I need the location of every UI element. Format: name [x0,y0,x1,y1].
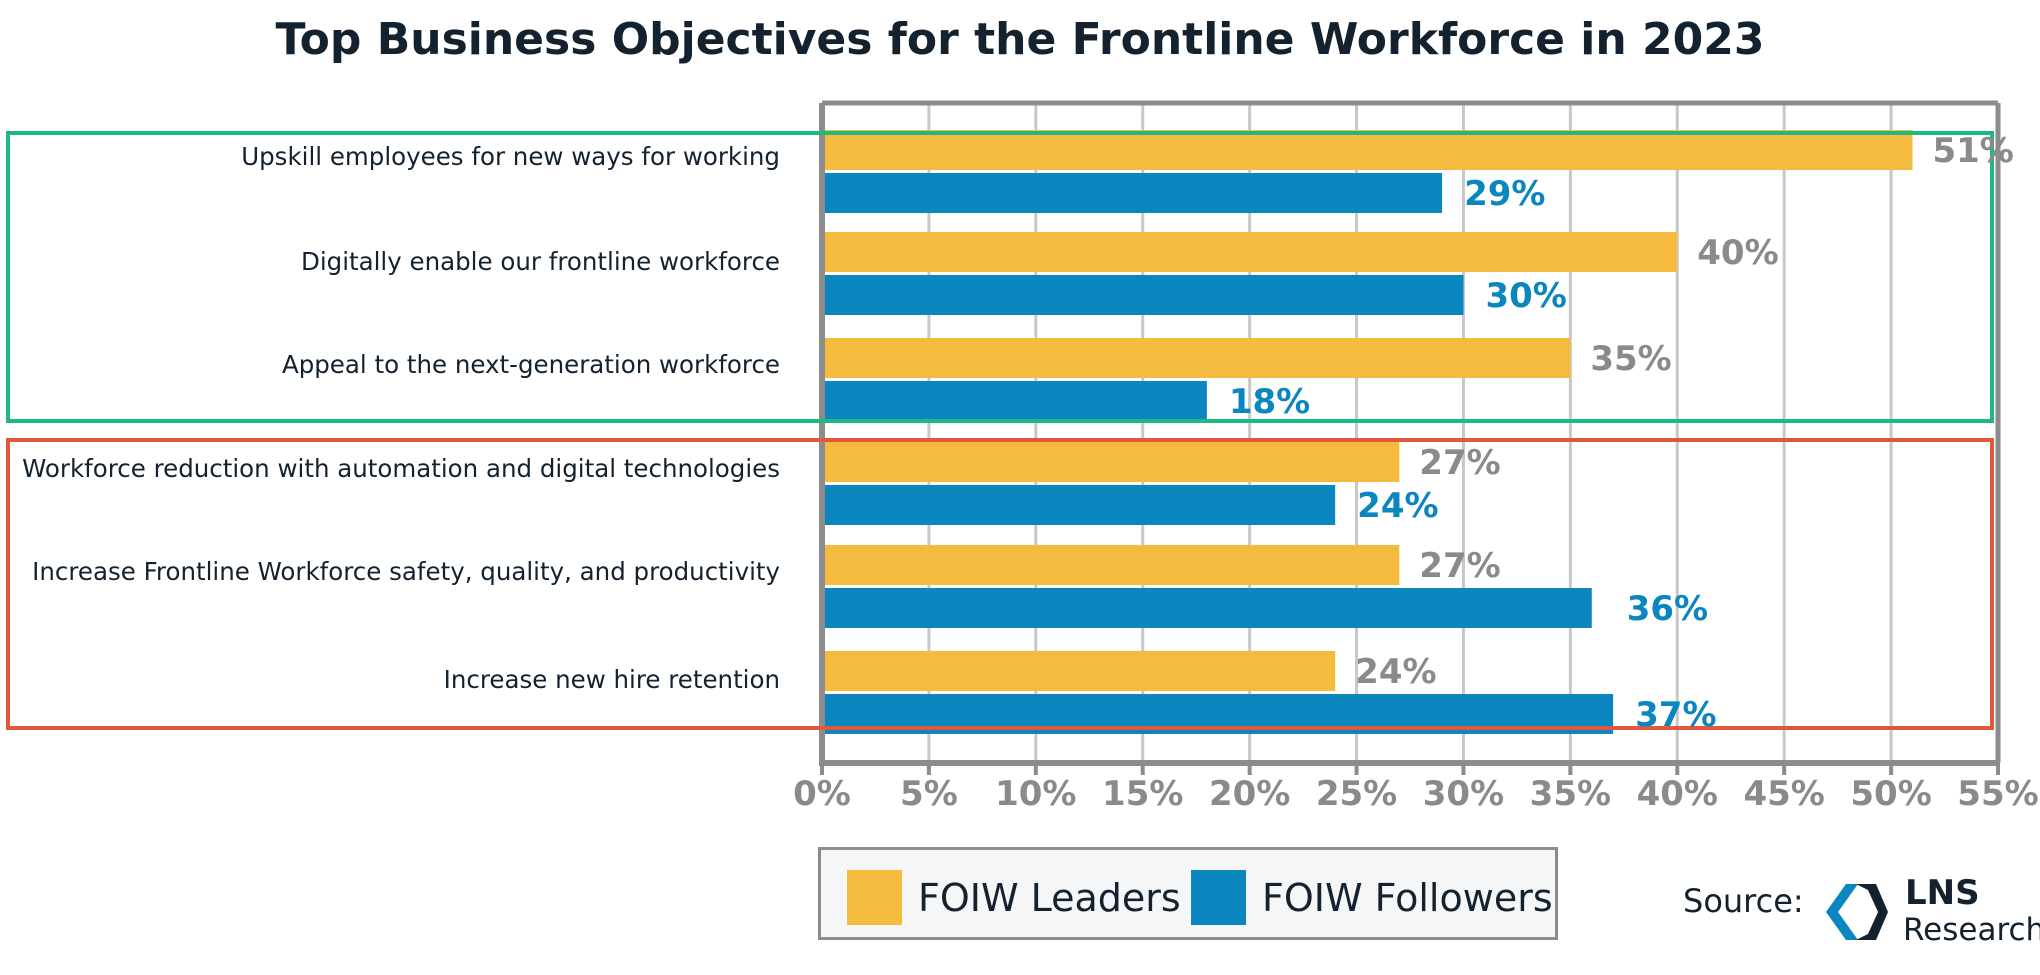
x-tick-label: 10% [995,774,1076,814]
value-label-followers: 36% [1627,589,1708,629]
value-label-followers: 18% [1229,382,1310,422]
bar-leaders [822,545,1400,585]
x-tick-label: 35% [1530,774,1611,814]
value-label-leaders: 24% [1355,652,1436,692]
value-label-leaders: 51% [1932,131,2013,171]
bar-leaders [822,232,1678,272]
category-label: Workforce reduction with automation and … [22,454,780,483]
value-label-leaders: 35% [1590,339,1671,379]
x-tick-label: 45% [1743,774,1824,814]
bar-followers [822,485,1336,525]
value-label-followers: 29% [1464,174,1545,214]
x-tick-label: 30% [1423,774,1504,814]
x-tick-label: 50% [1850,774,1931,814]
legend-label-followers: FOIW Followers [1262,876,1553,920]
lns-logo-icon [1826,884,1888,940]
category-label: Digitally enable our frontline workforce [301,247,780,276]
value-label-followers: 30% [1485,276,1566,316]
brand-name: LNS [1905,873,1980,913]
x-tick-label: 20% [1209,774,1290,814]
brand-subtitle: Research [1903,912,2040,948]
bar-followers [822,275,1464,315]
x-tick-label: 55% [1957,774,2038,814]
value-label-leaders: 27% [1419,443,1500,483]
labels: Upskill employees for new ways for worki… [22,131,2039,814]
source-label: Source: [1683,882,1804,920]
axis-frame [819,100,2001,775]
value-label-leaders: 40% [1697,233,1778,273]
category-label: Upskill employees for new ways for worki… [241,142,780,171]
highlight-box-top-three [6,131,1994,423]
category-label: Appeal to the next-generation workforce [282,350,780,379]
chart-title: Top Business Objectives for the Frontlin… [275,14,1765,65]
highlight-box-bottom-three [6,438,1994,730]
bar-followers [822,173,1443,213]
category-label: Increase new hire retention [444,665,780,694]
legend-label-leaders: FOIW Leaders [918,876,1181,920]
bar-leaders [822,338,1571,378]
x-tick-label: 25% [1316,774,1397,814]
legend-swatch-leaders [847,870,902,925]
x-tick-label: 5% [900,774,958,814]
bar-leaders [822,651,1336,691]
bar-leaders [822,130,1913,170]
legend-swatch-followers [1191,870,1246,925]
bar-followers [822,381,1207,421]
value-label-leaders: 27% [1419,546,1500,586]
bars [822,130,1913,734]
group-highlights [6,131,1994,730]
bar-leaders [822,442,1400,482]
legend: FOIW Leaders FOIW Followers [818,847,1558,940]
x-tick-label: 15% [1102,774,1183,814]
value-label-followers: 24% [1357,486,1438,526]
category-label: Increase Frontline Workforce safety, qua… [32,557,780,586]
value-label-followers: 37% [1635,695,1716,735]
x-tick-label: 0% [793,774,851,814]
bar-followers [822,588,1592,628]
x-tick-label: 40% [1637,774,1718,814]
